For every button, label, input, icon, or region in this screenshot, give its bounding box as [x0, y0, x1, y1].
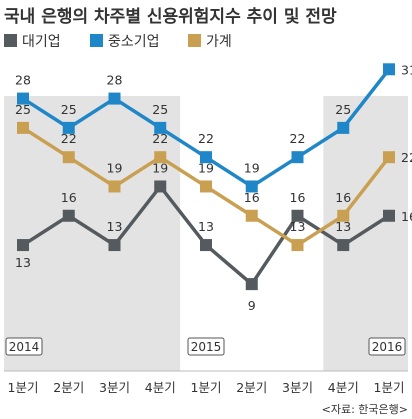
marker-s1-p5: [245, 180, 258, 193]
year-labels: 2014 2015 2016: [5, 337, 406, 356]
marker-s1-p8: [383, 63, 395, 76]
x-tick-3: 4분기: [145, 380, 176, 395]
data-label-s2-p1: 22: [61, 131, 77, 146]
marker-s1-p2: [108, 92, 121, 105]
x-tick-8: 1분기: [374, 380, 405, 395]
data-label-s2-p2: 19: [107, 160, 123, 175]
marker-s1-p3: [154, 121, 167, 134]
x-tick-6: 3분기: [282, 380, 313, 395]
data-label-s1-p5: 19: [244, 160, 260, 175]
legend-label-large-firms: 대기업: [22, 34, 61, 50]
legend-label-household: 가계: [206, 34, 232, 50]
data-label-s2-p4: 19: [198, 160, 214, 175]
x-tick-0: 1분기: [8, 380, 39, 395]
marker-s2-p4: [200, 180, 212, 193]
marker-s2-p1: [62, 151, 75, 164]
series-markers: [17, 63, 395, 291]
marker-s0-p8: [383, 209, 395, 222]
data-label-s2-p3: 22: [152, 131, 168, 146]
data-label-s2-p7: 16: [335, 190, 351, 205]
marker-s2-p8: [383, 151, 395, 164]
data-label-s0-p2: 13: [107, 219, 123, 234]
shaded-regions: [4, 96, 408, 371]
data-label-s1-p7: 25: [335, 102, 351, 117]
marker-s1-p6: [291, 151, 304, 164]
chart-title: 국내 은행의 차주별 신용위험지수 추이 및 전망: [4, 6, 337, 27]
data-label-s2-p0: 25: [15, 102, 31, 117]
marker-s0-p2: [108, 239, 121, 252]
marker-s0-p5: [245, 278, 258, 291]
marker-s0-p0: [17, 239, 29, 252]
data-label-s2-p8: 22: [401, 150, 412, 165]
data-label-s1-p0: 28: [15, 73, 31, 88]
shaded-band-0: [4, 96, 181, 371]
legend-label-sme: 중소기업: [108, 34, 160, 50]
legend-marker-household: [188, 34, 201, 47]
data-label-s0-p1: 16: [61, 190, 77, 205]
data-label-s1-p1: 25: [61, 102, 77, 117]
x-tick-7: 4분기: [328, 380, 359, 395]
marker-s0-p1: [62, 209, 75, 222]
marker-s2-p6: [291, 239, 304, 252]
data-label-s2-p5: 16: [244, 190, 260, 205]
marker-s2-p7: [337, 209, 350, 222]
x-tick-labels: 1분기 2분기 3분기 4분기 1분기 2분기 3분기 4분기 1분기: [8, 380, 405, 395]
data-label-s0-p3: 19: [152, 160, 168, 175]
marker-s1-p7: [337, 121, 350, 134]
x-tick-5: 2분기: [236, 380, 267, 395]
marker-s2-p5: [245, 209, 258, 222]
marker-s2-p0: [17, 121, 29, 134]
marker-s1-p0: [17, 92, 29, 105]
legend-marker-large-firms: [4, 34, 17, 47]
data-label-s2-p6: 13: [290, 219, 306, 234]
legend: 대기업 중소기업 가계: [4, 34, 232, 50]
marker-s0-p6: [291, 209, 304, 222]
data-label-s1-p3: 25: [152, 102, 168, 117]
year-box-2015: [187, 337, 225, 356]
data-label-s1-p4: 22: [198, 131, 214, 146]
data-label-s0-p4: 13: [198, 219, 214, 234]
data-label-s0-p5: 9: [248, 298, 256, 313]
marker-s0-p3: [154, 180, 167, 193]
year-box-2016: [368, 337, 406, 356]
shaded-band-1: [323, 96, 408, 371]
data-label-s0-p7: 13: [335, 219, 351, 234]
marker-s0-p4: [200, 239, 212, 252]
source-note: <자료: 한국은행>: [322, 403, 408, 416]
legend-marker-sme: [90, 34, 103, 47]
marker-s0-p7: [337, 239, 350, 252]
marker-s1-p1: [62, 121, 75, 134]
data-label-s0-p6: 16: [290, 190, 306, 205]
year-label-2016: 2016: [372, 340, 403, 354]
year-label-2015: 2015: [191, 340, 222, 354]
x-tick-1: 2분기: [53, 380, 84, 395]
data-label-s0-p8: 16: [401, 209, 412, 224]
marker-s1-p4: [200, 151, 212, 164]
x-tick-2: 3분기: [99, 380, 130, 395]
data-label-s1-p8: 31: [401, 62, 412, 77]
data-label-s0-p0: 13: [15, 255, 31, 270]
data-labels: 13 16 13 19 13 9 16 13 16 28 25 28 25 22 19 22 25 31 25 22 1…: [15, 62, 412, 313]
year-box-2014: [5, 337, 43, 356]
year-label-2014: 2014: [9, 340, 40, 354]
data-label-s1-p2: 28: [107, 73, 123, 88]
marker-s2-p3: [154, 151, 167, 164]
data-label-s1-p6: 22: [290, 131, 306, 146]
x-tick-4: 1분기: [191, 380, 222, 395]
marker-s2-p2: [108, 180, 121, 193]
